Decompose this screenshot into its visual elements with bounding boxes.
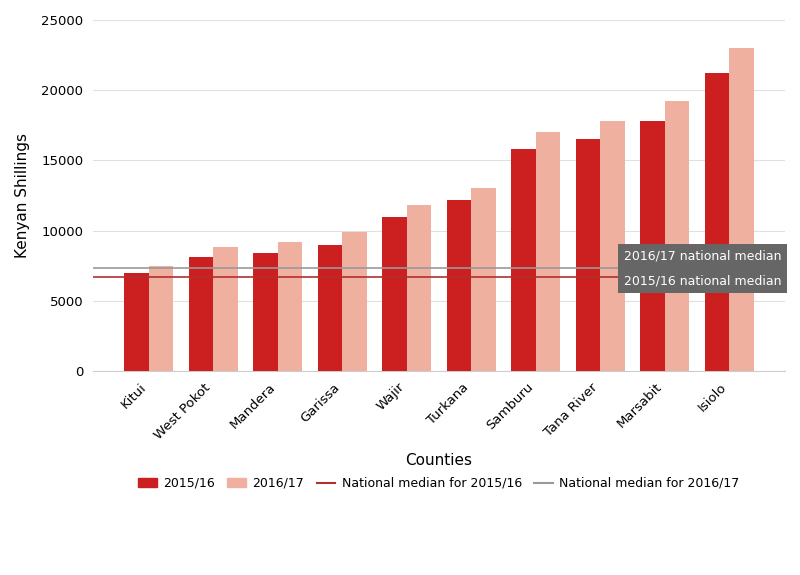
Bar <box>214 247 238 371</box>
Bar <box>318 244 342 371</box>
Bar <box>600 121 625 371</box>
Bar <box>511 149 536 371</box>
Legend: 2015/16, 2016/17, National median for 2015/16, National median for 2016/17: 2015/16, 2016/17, National median for 20… <box>134 472 745 495</box>
Bar <box>189 257 214 371</box>
Bar <box>254 253 278 371</box>
Bar <box>278 242 302 371</box>
Bar <box>471 189 496 371</box>
X-axis label: Counties: Counties <box>406 453 473 468</box>
Bar <box>382 217 406 371</box>
Bar <box>705 74 729 371</box>
Bar <box>576 139 600 371</box>
Bar <box>665 101 689 371</box>
Bar <box>640 121 665 371</box>
Bar <box>446 200 471 371</box>
Text: 2016/17 national median: 2016/17 national median <box>624 250 782 263</box>
Y-axis label: Kenyan Shillings: Kenyan Shillings <box>15 133 30 258</box>
Bar <box>125 273 149 371</box>
Bar <box>406 205 431 371</box>
Bar <box>342 232 366 371</box>
Text: 2015/16 national median: 2015/16 national median <box>624 274 782 287</box>
Bar <box>536 132 560 371</box>
Bar <box>149 266 174 371</box>
Bar <box>729 48 754 371</box>
